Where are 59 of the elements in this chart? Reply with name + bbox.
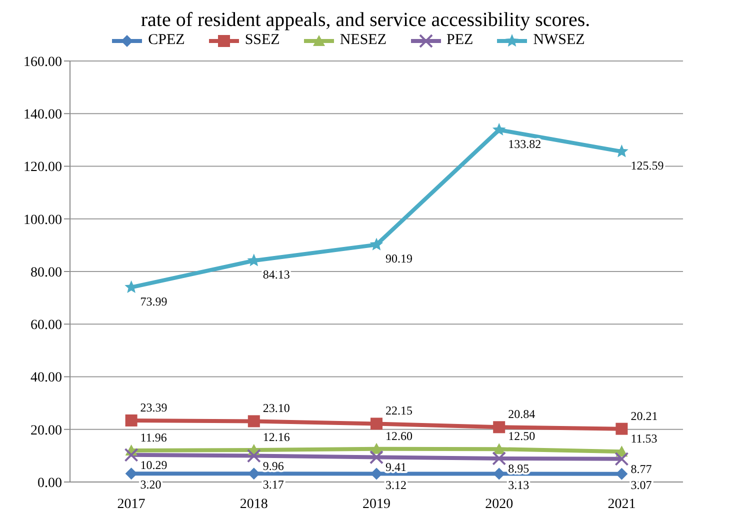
point — [492, 451, 506, 466]
data-label: 90.19 — [386, 252, 412, 266]
data-label: 133.82 — [508, 136, 542, 151]
data-label: 3.13 — [508, 478, 530, 492]
point — [493, 421, 506, 434]
y-tick-label: 60.00 — [30, 318, 62, 334]
point — [248, 415, 260, 428]
point — [124, 448, 138, 462]
point — [370, 450, 384, 464]
data-label: 22.15 — [386, 404, 412, 418]
x-tick-label: 2020 — [485, 496, 514, 512]
chart-title: rate of resident appeals, and service accessibility scores. — [140, 8, 592, 32]
y-tick-label: 80.00 — [30, 265, 62, 280]
x-tick-label: 2017 — [117, 496, 146, 512]
data-label: 12.60 — [386, 428, 412, 443]
legend-label: NESEZ — [340, 32, 387, 49]
x-tick-label: 2021 — [608, 496, 636, 512]
y-tick-label: 140.00 — [24, 108, 62, 123]
point — [370, 468, 382, 480]
y-tick-label: 120.00 — [24, 160, 62, 176]
point — [616, 422, 628, 435]
data-label: 23.10 — [262, 401, 290, 416]
point — [125, 414, 138, 426]
x-tick-label: 2018 — [240, 496, 268, 512]
legend-label: SSEZ — [244, 32, 280, 49]
data-label: 9.41 — [386, 460, 406, 474]
legend-label: CPEZ — [148, 32, 185, 49]
data-label: 10.29 — [140, 458, 168, 472]
data-label: 8.77 — [630, 462, 652, 476]
data-label: 11.53 — [630, 432, 658, 446]
point — [493, 443, 506, 454]
data-label: 3.12 — [386, 478, 406, 492]
data-label: 73.99 — [140, 294, 168, 308]
y-tick-label: 0.00 — [38, 476, 62, 491]
y-tick-label: 40.00 — [30, 370, 62, 386]
point — [370, 418, 382, 430]
data-label: 84.13 — [262, 268, 290, 282]
data-label: 125.59 — [630, 158, 664, 173]
data-label: 12.50 — [508, 429, 536, 444]
legend-label: NWSEZ — [533, 32, 585, 49]
y-tick-label: 100.00 — [24, 212, 62, 228]
data-label: 12.16 — [262, 430, 290, 444]
data-label: 3.07 — [630, 478, 652, 492]
y-tick-label: 160.00 — [24, 54, 62, 70]
data-label: 20.84 — [508, 407, 536, 422]
point — [246, 448, 261, 463]
data-label: 8.95 — [508, 461, 530, 476]
data-label: 11.96 — [140, 430, 167, 445]
data-label: 3.20 — [140, 478, 162, 492]
x-tick-label: 2019 — [362, 496, 390, 512]
point — [492, 122, 506, 136]
data-label: 9.96 — [262, 458, 284, 473]
point — [614, 452, 629, 466]
data-label: 23.39 — [140, 400, 168, 414]
y-tick-label: 20.00 — [30, 423, 62, 438]
point — [370, 238, 384, 250]
data-label: 20.21 — [630, 408, 658, 423]
legend-label: PEZ — [446, 32, 474, 49]
data-label: 3.17 — [262, 478, 284, 492]
